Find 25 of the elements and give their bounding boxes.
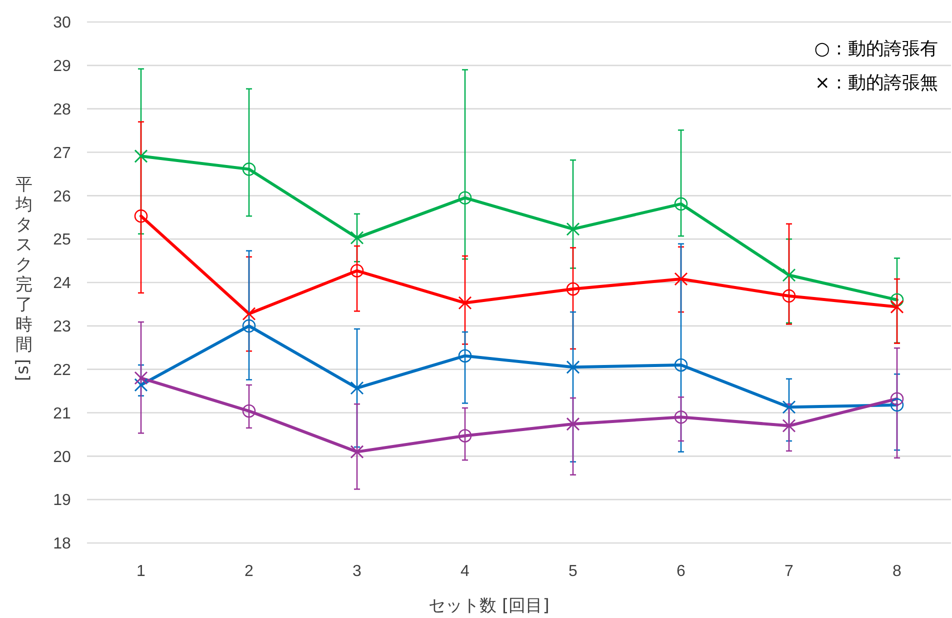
y-tick-label: 25 <box>53 232 71 249</box>
x-axis-title: セット数 [回目] <box>428 596 550 616</box>
x-tick-label: 3 <box>352 563 362 580</box>
y-tick-label: 27 <box>53 144 71 162</box>
y-tick-label: 29 <box>53 58 71 76</box>
y-tick-label: 23 <box>53 318 71 336</box>
annotation: ○：動的誇張有 <box>814 38 938 60</box>
y-tick-label: 22 <box>53 362 71 379</box>
y-tick-label: 20 <box>53 448 71 466</box>
y-tick-label: 18 <box>53 536 71 553</box>
y-tick-label: 26 <box>53 188 71 206</box>
x-tick-label: 7 <box>784 563 794 580</box>
x-tick-label: 2 <box>244 563 254 580</box>
y-tick-label: 19 <box>53 492 71 510</box>
x-tick-label: 4 <box>460 563 470 580</box>
x-tick-label: 1 <box>136 563 146 580</box>
text: 平均タスク完了時間[s] <box>12 175 33 382</box>
annotation: ×：動的誇張無 <box>814 72 938 94</box>
x-tick-label: 8 <box>892 563 902 580</box>
x-tick-label: 5 <box>568 563 578 580</box>
y-tick-label: 21 <box>53 405 71 422</box>
x-tick-label: 6 <box>676 563 686 580</box>
y-tick-label: 28 <box>53 101 71 118</box>
y-tick-label: 24 <box>53 275 71 292</box>
y-tick-label: 30 <box>53 14 71 32</box>
